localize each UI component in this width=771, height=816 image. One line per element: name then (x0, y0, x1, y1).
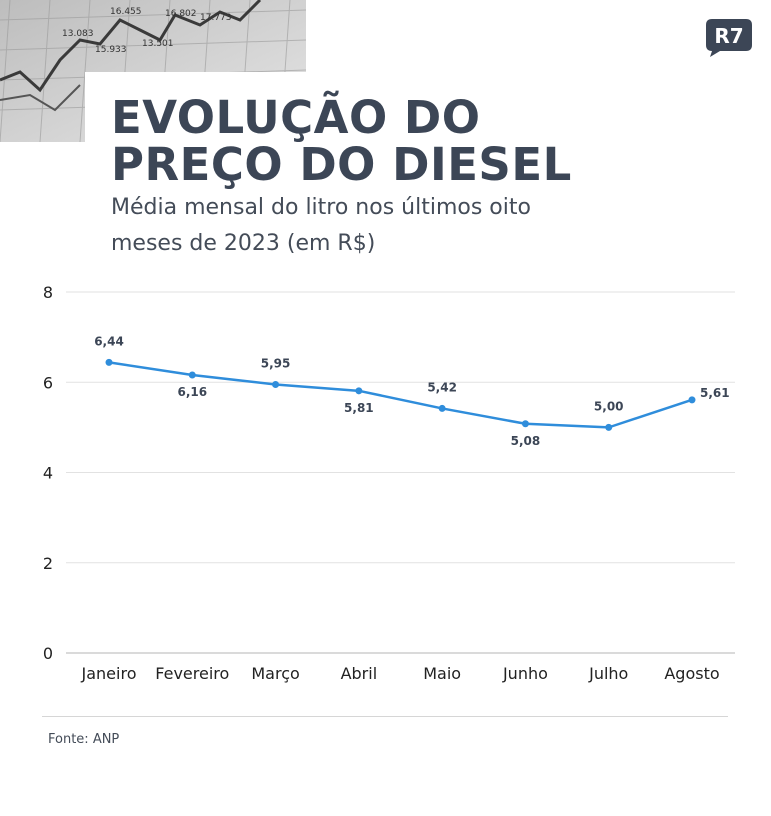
y-tick-label: 8 (43, 283, 53, 302)
title-line-2: PREÇO DO DIESEL (111, 138, 572, 191)
data-point (105, 358, 113, 366)
y-tick-label: 2 (43, 554, 53, 573)
data-label: 5,42 (427, 380, 457, 394)
content-panel (85, 72, 771, 816)
x-tick-label: Junho (502, 664, 548, 683)
data-label: 5,00 (594, 399, 624, 413)
data-point (688, 396, 696, 404)
logo-text: R7 (714, 24, 743, 48)
title-line-1: EVOLUÇÃO DO (111, 91, 481, 144)
x-tick-label: Maio (423, 664, 461, 683)
x-tick-label: Abril (341, 664, 378, 683)
x-tick-label: Agosto (664, 664, 719, 683)
data-label: 5,61 (700, 386, 730, 400)
data-label: 6,44 (94, 334, 124, 348)
bg-label: 13.501 (142, 39, 174, 49)
data-label: 5,81 (344, 401, 374, 415)
bg-label: 17.773 (200, 13, 232, 23)
y-tick-label: 6 (43, 373, 53, 392)
series-line (108, 361, 693, 429)
y-tick-label: 4 (43, 464, 53, 483)
footer-divider (42, 716, 728, 717)
line-chart: 0 2 4 6 8 Janeiro Fevereiro Março Abril Maio Junho… (43, 283, 735, 683)
data-point (605, 423, 613, 431)
y-tick-label: 0 (43, 644, 53, 663)
x-tick-label: Janeiro (81, 664, 137, 683)
chart-subtitle: Média mensal do litro nos últimos oito m… (111, 195, 531, 256)
data-point (272, 381, 280, 389)
data-label: 5,95 (261, 357, 291, 371)
bg-label: 16.802 (165, 9, 197, 19)
data-point (438, 404, 446, 412)
bg-label: 16.455 (110, 7, 142, 17)
x-tick-label: Março (251, 664, 299, 683)
x-tick-label: Julho (588, 664, 628, 683)
data-point (521, 420, 529, 428)
source-note: Fonte: ANP (48, 732, 120, 747)
data-point (188, 371, 196, 379)
data-point (355, 387, 363, 395)
data-label: 6,16 (177, 385, 207, 399)
data-label: 5,08 (511, 434, 541, 448)
x-tick-label: Fevereiro (155, 664, 229, 683)
chart-title: EVOLUÇÃO DO PREÇO DO DIESEL (111, 94, 572, 188)
background-chart-photo: 16.455 16.802 17.773 13.083 15.933 13.50… (0, 0, 306, 142)
bg-label: 15.933 (95, 45, 127, 55)
bg-label: 13.083 (62, 29, 94, 39)
r7-logo: R7 (706, 19, 752, 57)
